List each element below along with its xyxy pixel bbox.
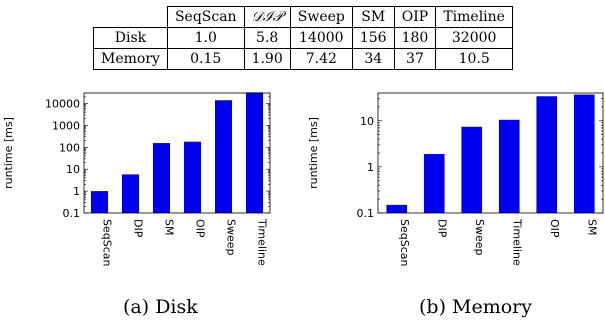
table-cell: 1.90	[243, 48, 291, 70]
bar-dip	[121, 174, 140, 213]
x-tick-label: SeqScan	[101, 219, 114, 267]
y-tick-label: 10000	[45, 97, 80, 110]
memory-caption: (b) Memory	[419, 296, 532, 318]
table-cell: 5.8	[243, 27, 291, 49]
x-tick-label: Timeline	[256, 218, 269, 266]
y-tick-label: 1000	[52, 119, 80, 132]
bar-dip	[423, 154, 445, 213]
x-tick-label: OIP	[194, 219, 207, 238]
x-tick-label: Sweep	[225, 219, 238, 256]
row-label: Disk	[93, 27, 168, 49]
table-cell: 1.0	[166, 27, 245, 49]
table-cell: 7.42	[289, 48, 353, 70]
bar-oip	[183, 141, 202, 213]
bar-seqscan	[90, 191, 109, 213]
bar-sm	[573, 94, 595, 213]
x-tick-label: OIP	[548, 219, 561, 238]
disk-runtime-chart: 0.1 1 10 100 1000 10000 runtime [ms] SeqScan DIP…	[2, 92, 271, 267]
results-table: SeqScan 𝒟ℐ𝒫 Sweep SM OIP Timeline Disk 1…	[93, 6, 513, 70]
bar-sweep	[214, 100, 233, 213]
plot-frame	[83, 92, 271, 214]
y-tick-label: 100	[59, 141, 80, 154]
column-header: Sweep	[289, 6, 353, 28]
table-cell: 10.5	[435, 48, 513, 70]
table-cell: 34	[351, 48, 395, 70]
column-header: Timeline	[435, 6, 513, 28]
table-cell: 0.15	[166, 48, 245, 70]
y-tick-label: 1	[367, 161, 374, 174]
y-tick-label: 10	[66, 163, 80, 176]
column-header: 𝒟ℐ𝒫	[243, 6, 291, 28]
chart-plot-0: 0.1 1 10 100 1000 10000 runtime [ms] SeqScan DIP…	[2, 92, 271, 267]
y-tick-label: 10	[360, 115, 374, 128]
column-header: SM	[351, 6, 395, 28]
table-cell: 156	[351, 27, 395, 49]
chart-plot-1: 0.1 1 10 runtime [ms] SeqScan DIP Sweep Timelin…	[307, 92, 604, 267]
memory-runtime-chart: 0.1 1 10 runtime [ms] SeqScan DIP Sweep Timelin…	[307, 92, 604, 267]
table-row: Memory 0.15 1.90 7.42 34 37 10.5	[93, 48, 513, 70]
row-label: Memory	[93, 48, 168, 70]
y-tick-label: 0.1	[357, 207, 375, 220]
disk-caption: (a) Disk	[123, 296, 198, 318]
bar-oip	[536, 96, 558, 213]
bar-timeline	[245, 92, 264, 213]
y-axis-label: runtime [ms]	[2, 117, 15, 189]
bar-sweep	[461, 126, 483, 213]
table-row: Disk 1.0 5.8 14000 156 180 32000	[93, 27, 513, 49]
column-header: SeqScan	[166, 6, 245, 28]
bar-seqscan	[386, 204, 408, 213]
table-cell: 32000	[435, 27, 513, 49]
y-axis-label: runtime [ms]	[307, 117, 320, 189]
table-corner-cell	[93, 6, 168, 28]
bar-sm	[152, 143, 171, 213]
x-tick-label: SM	[585, 219, 598, 235]
table-cell: 180	[393, 27, 437, 49]
x-tick-label: Timeline	[510, 218, 523, 266]
plot-frame	[377, 92, 604, 214]
x-tick-label: Sweep	[473, 219, 486, 256]
x-tick-label: SM	[163, 219, 176, 235]
column-header: OIP	[393, 6, 437, 28]
x-tick-label: DIP	[132, 219, 145, 238]
bar-timeline	[498, 119, 520, 213]
x-tick-label: SeqScan	[398, 219, 411, 267]
y-tick-label: 1	[73, 185, 80, 198]
table-cell: 14000	[289, 27, 353, 49]
y-tick-label: 0.1	[63, 207, 81, 220]
table-header-row: SeqScan 𝒟ℐ𝒫 Sweep SM OIP Timeline	[93, 6, 513, 28]
x-tick-label: DIP	[435, 219, 448, 238]
table-cell: 37	[393, 48, 437, 70]
